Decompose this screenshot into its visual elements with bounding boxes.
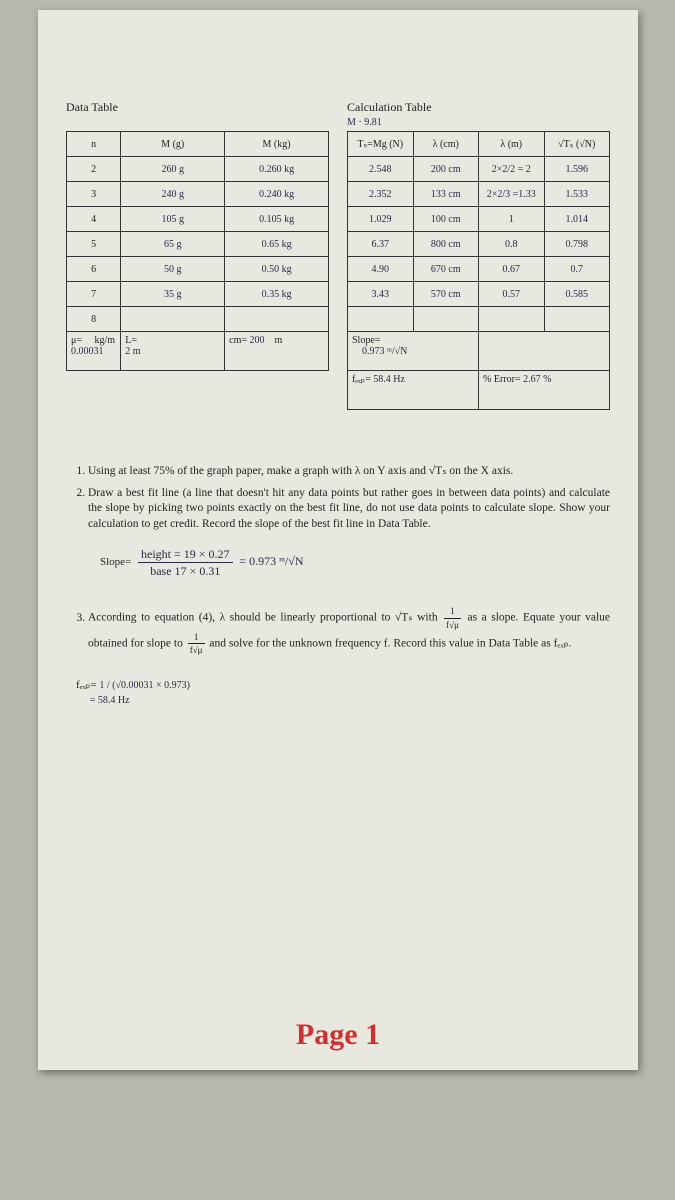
fexp-cell: fₑₓₚ= 58.4 Hz [348, 371, 479, 410]
slope-cell: Slope= 0.973 ᵐ/√N [348, 332, 479, 371]
page-number: Page 1 [38, 1018, 638, 1052]
table-row: 650 g0.50 kg [67, 257, 329, 282]
data-table-block: Data Table n M (g) M (kg) 2260 g0.260 kg… [66, 100, 329, 410]
table-row: 8 [67, 307, 329, 332]
data-table: n M (g) M (kg) 2260 g0.260 kg 3240 g0.24… [66, 131, 329, 371]
table-row: 3.43570 cm0.570.585 [348, 282, 610, 307]
data-table-summary: μ= kg/m 0.00031 L= 2 m cm= 200 m [67, 332, 329, 371]
instruction-1: Using at least 75% of the graph paper, m… [88, 464, 610, 480]
col-n: n [67, 132, 121, 157]
col-Ts: Tₛ=Mg (N) [348, 132, 414, 157]
instructions: Using at least 75% of the graph paper, m… [66, 464, 610, 708]
col-lm: λ (m) [479, 132, 545, 157]
table-row: 2.352133 cm2×2/3 =1.331.533 [348, 182, 610, 207]
slope-frac-icon-2: 1 f√μ [188, 631, 205, 656]
cm-cell: cm= 200 m [225, 332, 329, 371]
table-row: 2260 g0.260 kg [67, 157, 329, 182]
fexp-work: fₑₓₚ= 1 / (√0.00031 × 0.973) = 58.4 Hz [76, 678, 610, 708]
slope-work: Slope= height = 19 × 0.27 base 17 × 0.31… [100, 546, 610, 579]
data-table-header-row: n M (g) M (kg) [67, 132, 329, 157]
L-cell: L= 2 m [121, 332, 225, 371]
table-row: 2.548200 cm2×2/2 = 21.596 [348, 157, 610, 182]
calc-table: Tₛ=Mg (N) λ (cm) λ (m) √Tₛ (√N) 2.548200… [347, 131, 610, 410]
table-row: 735 g0.35 kg [67, 282, 329, 307]
table-row: 1.029100 cm11.014 [348, 207, 610, 232]
table-row [348, 307, 610, 332]
col-Mkg: M (kg) [225, 132, 329, 157]
table-row: 4.90670 cm0.670.7 [348, 257, 610, 282]
table-row: 6.37800 cm0.80.798 [348, 232, 610, 257]
err-cell-placeholder [479, 332, 610, 371]
calc-table-block: Calculation Table M · 9.81 Tₛ=Mg (N) λ (… [347, 100, 610, 410]
data-table-title: Data Table [66, 100, 329, 115]
slope-frac-icon: 1 f√μ [444, 605, 461, 630]
tables-row: Data Table n M (g) M (kg) 2260 g0.260 kg… [66, 100, 610, 410]
err-cell: % Error= 2.67 % [479, 371, 610, 410]
worksheet-page: Data Table n M (g) M (kg) 2260 g0.260 kg… [38, 10, 638, 1070]
slope-fraction: height = 19 × 0.27 base 17 × 0.31 [138, 546, 233, 579]
calc-table-topnote: M · 9.81 [347, 117, 610, 129]
instruction-3: According to equation (4), λ should be l… [88, 605, 610, 656]
table-row: 565 g0.65 kg [67, 232, 329, 257]
calc-table-summary: Slope= 0.973 ᵐ/√N [348, 332, 610, 371]
table-row: 3240 g0.240 kg [67, 182, 329, 207]
col-rtT: √Tₛ (√N) [544, 132, 610, 157]
calc-table-summary2: fₑₓₚ= 58.4 Hz % Error= 2.67 % [348, 371, 610, 410]
col-Mg: M (g) [121, 132, 225, 157]
col-lcm: λ (cm) [413, 132, 479, 157]
calc-table-title: Calculation Table [347, 100, 610, 115]
data-table-blank-note [66, 117, 329, 129]
instruction-2: Draw a best fit line (a line that doesn'… [88, 486, 610, 533]
calc-table-header-row: Tₛ=Mg (N) λ (cm) λ (m) √Tₛ (√N) [348, 132, 610, 157]
mu-cell: μ= kg/m 0.00031 [67, 332, 121, 371]
table-row: 4105 g0.105 kg [67, 207, 329, 232]
